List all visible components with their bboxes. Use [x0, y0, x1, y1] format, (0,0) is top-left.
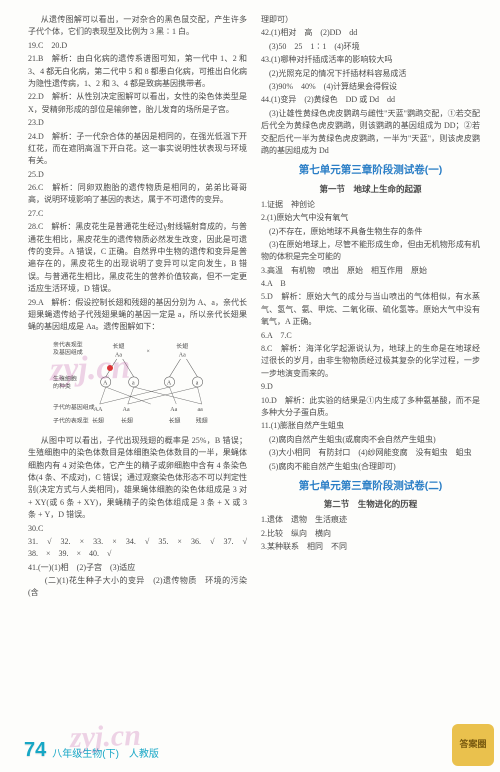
gamete: A — [103, 380, 108, 386]
answer-line: (5)腐肉不能自然产生蛆虫(合理即可) — [261, 461, 480, 473]
diagram-value: Aa — [115, 352, 122, 358]
child-pheno: 长翅 — [92, 417, 104, 425]
answer-line: 27.C — [28, 208, 247, 220]
diagram-value: 长翅 — [112, 342, 124, 350]
child-gene: Aa — [122, 407, 129, 413]
answer-explain: 22.D 解析：从性别决定图解可以看出，女性的染色体类型是 X，受精卵形成的部位… — [28, 91, 247, 116]
cross-icon: × — [146, 349, 149, 355]
diagram-value: Aa — [178, 352, 185, 358]
section-heading: 第一节 地球上生命的起源 — [261, 183, 480, 196]
answer-line: (2)不存在，原始地球不具备生物生存的条件 — [261, 226, 480, 238]
answer-line: 25.D — [28, 169, 247, 181]
answer-line: 6.A 7.C — [261, 330, 480, 342]
answer-line: 1.遗体 遗物 生活痕迹 — [261, 514, 480, 526]
marker-dot-icon — [107, 365, 113, 371]
gamete: a — [195, 380, 198, 386]
answer-line: 2.(1)原始大气中没有氧气 — [261, 212, 480, 224]
para: 理即可） — [261, 14, 480, 26]
child-gene: aa — [197, 407, 203, 413]
answer-line: (3)大小相同 有防封口 (4)纱网能变腐 没有蛆虫 蛆虫 — [261, 447, 480, 459]
answer-line: (2)光照充足的情况下扦插材料容易成活 — [261, 68, 480, 80]
answer-explain: 24.D 解析：子一代杂合体的基因是相同的，在强光低温下开红花，而在遮阴高温下开… — [28, 131, 247, 168]
gamete: A — [166, 380, 171, 386]
answer-line: (3)90% 40% (4)计算结果会得假设 — [261, 81, 480, 93]
answer-explain: 8.C 解析：海洋化学起源说认为，地球上的生命是在地球经过很长的岁月，由非生物物… — [261, 343, 480, 380]
section-heading: 第二节 生物进化的历程 — [261, 498, 480, 511]
diagram-label: 的种类 — [53, 382, 71, 390]
corner-badge: 答案圈 — [452, 724, 494, 766]
para: 从图中可以看出，子代出现残翅的概率是 25%，B 错误；生殖细胞中的染色体数目是… — [28, 435, 247, 522]
answer-line: 3.高温 有机物 喷出 原始 相互作用 原始 — [261, 265, 480, 277]
para: 从遗传图解可以看出，一对杂合的黑色鼠交配，产生许多子代个体，它们的表现型及比例为… — [28, 14, 247, 39]
left-column: 从遗传图解可以看出，一对杂合的黑色鼠交配，产生许多子代个体，它们的表现型及比例为… — [28, 14, 247, 601]
answer-line: 23.D — [28, 117, 247, 129]
answer-line: 11.(1)膨胀自然产生蛆虫 — [261, 420, 480, 432]
diagram-label: 子代的表现型 — [53, 417, 89, 425]
right-column: 理即可） 42.(1)相对 高 (2)DD dd (3)50 25 1∶1 (4… — [261, 14, 480, 601]
diagram-label: 及基因组成 — [53, 348, 83, 356]
badge-text: 答案圈 — [459, 740, 486, 750]
answer-line: 2.比较 纵向 横向 — [261, 528, 480, 540]
answer-line: 30.C — [28, 523, 247, 535]
page-number: 74 — [24, 739, 46, 762]
child-pheno: 长翅 — [120, 417, 132, 425]
diagram-label: 亲代表现型 — [53, 340, 83, 348]
answer-explain: 5.D 解析：原始大气的成分与当山喷出的气体相似，有水蒸气、氢气、氨、甲烷、二氧… — [261, 291, 480, 328]
diagram-label: 子代的基因组成 — [53, 403, 95, 411]
answer-line: 9.D — [261, 381, 480, 393]
genetics-diagram: 亲代表现型 及基因组成 长翅 Aa 长翅 Aa × 生殖细胞 的种类 A a — [53, 337, 223, 432]
footer-label: 八年级生物(下) 人教版 — [52, 745, 159, 760]
page-footer: 74 八年级生物(下) 人教版 — [24, 739, 159, 762]
answer-line: (3)在原始地球上，尽管不能形成生命，但由无机物形成有机物的体积是完全可能的 — [261, 239, 480, 264]
answer-line: 41.(一)(1)相 (2)子宫 (3)适应 — [28, 562, 247, 574]
child-gene: Aa — [170, 407, 177, 413]
child-gene: AA — [93, 407, 102, 413]
answer-line: 42.(1)相对 高 (2)DD dd — [261, 27, 480, 39]
diagram-value: 长翅 — [176, 342, 188, 350]
tick-row: 31. √ 32. × 33. × 34. √ 35. × 36. √ 37. … — [28, 536, 247, 561]
child-pheno: 残翅 — [195, 417, 207, 425]
diagram-label: 生殖细胞 — [53, 374, 77, 382]
answer-line: (2)腐肉自然产生蛆虫(或腐肉不会自然产生蛆虫) — [261, 434, 480, 446]
answer-explain: 21.B 解析：由白化病的遗传系谱图可知，第一代中 1、2 和 3、4 都无白化… — [28, 53, 247, 90]
answer-line: (3)让雄性黄绿色虎皮鹦鹉与雌性"天蓝"鹦鹉交配，①若交配后代全为黄绿色虎皮鹦鹉… — [261, 108, 480, 158]
answer-line: 19.C 20.D — [28, 40, 247, 52]
child-pheno: 长翅 — [168, 417, 180, 425]
answer-explain: 10.D 解析：此实验的结果是①内生成了多种氨基酸，而不是多种大分子蛋白质。 — [261, 395, 480, 420]
answer-explain: 26.C 解析：同卵双胞胎的遗传物质是相同的，弟弟比哥哥高，说明环境影响了基因的… — [28, 182, 247, 207]
answer-line: 3.某种联系 相同 不同 — [261, 541, 480, 553]
answer-line: 44.(1)变异 (2)黄绿色 DD 或 Dd dd — [261, 94, 480, 106]
gamete: a — [132, 380, 135, 386]
unit-heading: 第七单元第三章阶段测试卷(二) — [261, 478, 480, 494]
answer-line: 1.证据 神创论 — [261, 199, 480, 211]
answer-line: 4.A B — [261, 278, 480, 290]
answer-explain: 28.C 解析：黑皮花生是普通花生经过γ射线辐射育成的，与普通花生相比，黑皮花生… — [28, 221, 247, 295]
unit-heading: 第七单元第三章阶段测试卷(一) — [261, 162, 480, 178]
answer-line: 43.(1)哪种对扦插成活率的影响较大吗 — [261, 54, 480, 66]
answer-explain: 29.A 解析：假设控制长翅和残翅的基因分别为 A、a，亲代长翅果蝇遗传给子代残… — [28, 297, 247, 334]
answer-line: (3)50 25 1∶1 (4)环境 — [261, 41, 480, 53]
answer-line: (二)(1)花生种子大小的变异 (2)遗传物质 环境的污染 (含 — [28, 575, 247, 600]
